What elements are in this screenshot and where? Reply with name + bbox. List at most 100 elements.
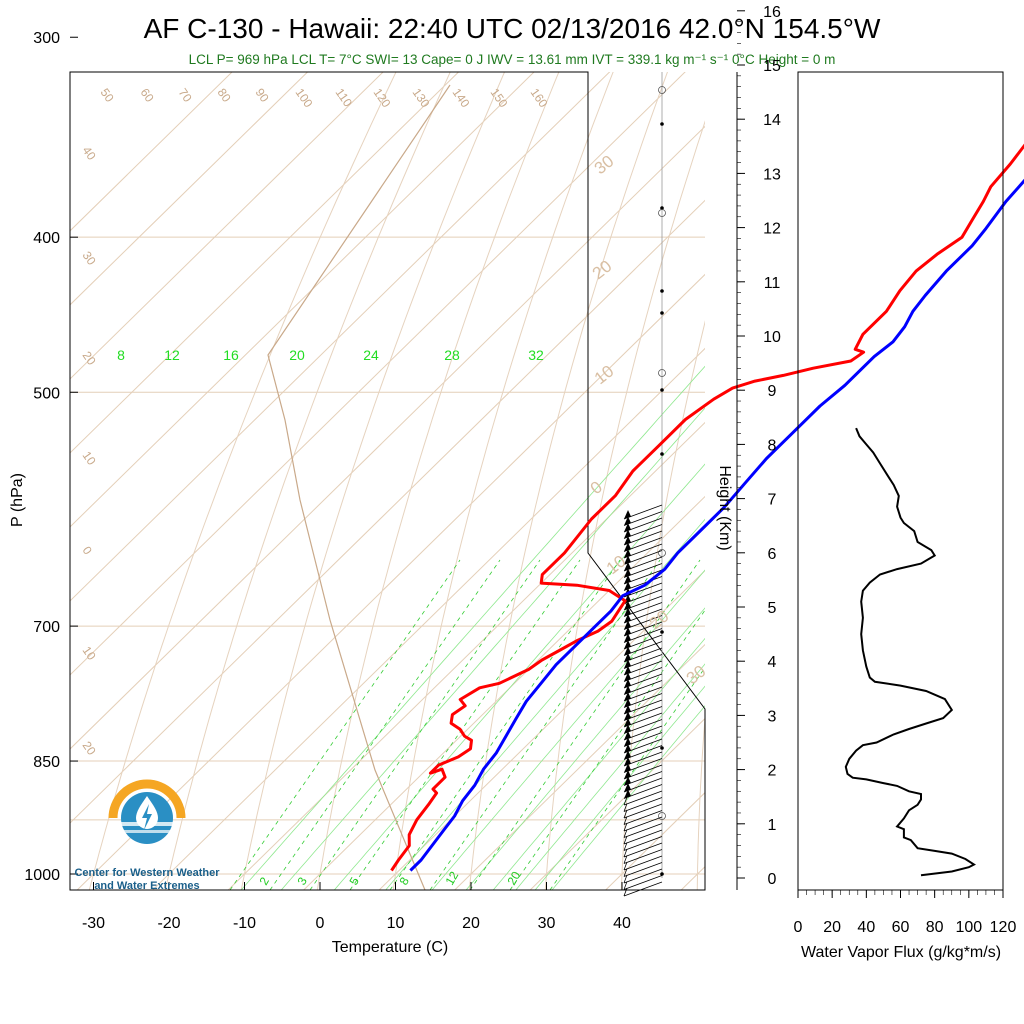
dry-adiabat-label: 120 bbox=[371, 86, 394, 111]
barb-feather bbox=[623, 796, 628, 806]
barb-pennant bbox=[624, 770, 631, 779]
barb-shaft bbox=[623, 881, 663, 897]
wind-barb bbox=[623, 784, 663, 799]
mixing-ratio-line bbox=[431, 569, 705, 890]
y-tick-label: 700 bbox=[33, 619, 60, 636]
mixing-ratio-label: 12 bbox=[442, 869, 461, 888]
barb-pennant bbox=[624, 529, 631, 539]
wind-barb bbox=[623, 550, 663, 565]
isotherm-line bbox=[378, 569, 705, 890]
barb-pennant bbox=[624, 523, 631, 532]
barb-pennant bbox=[624, 685, 631, 695]
barb-pennant bbox=[624, 614, 631, 623]
barb-pennant bbox=[624, 776, 631, 786]
mixing-ratio-line bbox=[240, 365, 705, 890]
height-tick-label: 1 bbox=[768, 817, 777, 834]
logo-sun-arc bbox=[108, 779, 186, 819]
calm-circle bbox=[658, 549, 666, 557]
dry-adiabat-line bbox=[392, 72, 614, 890]
barb-shaft bbox=[623, 810, 663, 825]
flux-x-tick-label: 120 bbox=[990, 919, 1017, 936]
y-tick-label: 300 bbox=[33, 30, 60, 47]
moist-adiabat-line bbox=[469, 559, 701, 890]
wind-barb bbox=[623, 654, 663, 669]
barb-pennant bbox=[624, 718, 631, 727]
dry-adiabat-line bbox=[696, 712, 705, 890]
skewt-xlabel: Temperature (C) bbox=[332, 939, 448, 956]
height-tick-label: 7 bbox=[768, 492, 777, 509]
flux-x-tick-label: 0 bbox=[794, 919, 803, 936]
barb-shaft bbox=[623, 842, 663, 858]
skewt-background-lines bbox=[70, 0, 1024, 908]
x-tick-label: 20 bbox=[462, 915, 480, 932]
profile-traces bbox=[390, 143, 1024, 872]
barb-pennant bbox=[624, 672, 631, 682]
barb-dot bbox=[660, 452, 664, 456]
parcel-line bbox=[267, 84, 451, 890]
temperature-trace bbox=[390, 143, 1024, 872]
barb-feather bbox=[623, 868, 628, 877]
isotherm-label: 20 bbox=[646, 607, 673, 634]
barb-pennant bbox=[624, 607, 631, 617]
flux-x-tick-label: 100 bbox=[955, 919, 982, 936]
background-line-labels: 50 60 70 80 90 100 110 120 130 140 150 160403020100… bbox=[80, 86, 710, 888]
wind-barbs bbox=[623, 72, 666, 897]
wind-barb bbox=[623, 868, 663, 884]
height-tick-label: 10 bbox=[763, 329, 781, 346]
wind-barb bbox=[623, 738, 663, 754]
moist-adiabat-line bbox=[309, 559, 541, 890]
height-tick-label: 15 bbox=[763, 58, 781, 75]
barb-pennant bbox=[624, 659, 631, 669]
y-tick-label: 1000 bbox=[24, 867, 60, 884]
height-tick-label: 3 bbox=[768, 708, 777, 725]
barb-pennant bbox=[624, 653, 631, 662]
isotherm-line bbox=[70, 72, 686, 676]
dry-adiabat-label: 40 bbox=[80, 144, 99, 163]
dry-adiabat-line bbox=[846, 0, 1024, 908]
mixing-ratio-line bbox=[280, 407, 705, 890]
calm-circle bbox=[658, 812, 666, 820]
mixing-ratio-label: 2 bbox=[256, 874, 272, 887]
dry-adiabat-line bbox=[316, 72, 560, 890]
flux-x-tick-label: 80 bbox=[926, 919, 944, 936]
isotherm-line bbox=[76, 273, 705, 890]
wind-barb bbox=[623, 517, 663, 533]
wind-barb bbox=[623, 563, 663, 578]
flux-line bbox=[844, 427, 976, 877]
wind-barb bbox=[623, 608, 663, 624]
barb-feather bbox=[623, 842, 628, 851]
wind-barb bbox=[623, 530, 663, 546]
wind-barb bbox=[623, 829, 663, 845]
dry-adiabat-line bbox=[544, 120, 705, 890]
wind-barb bbox=[623, 803, 663, 819]
barb-dot bbox=[660, 872, 664, 876]
x-tick-label: 30 bbox=[538, 915, 556, 932]
wind-barb bbox=[623, 615, 663, 630]
wind-barb bbox=[623, 836, 663, 851]
barb-pennant bbox=[624, 711, 631, 721]
height-tick-label: 11 bbox=[764, 275, 781, 292]
barb-pennant bbox=[624, 601, 631, 610]
wind-barb bbox=[623, 595, 663, 611]
barb-feather bbox=[623, 855, 628, 864]
height-tick-label: 12 bbox=[763, 221, 781, 238]
flux-xlabel: Water Vapor Flux (g/kg*m/s) bbox=[801, 944, 1001, 961]
dry-adiabat-label: 10 bbox=[80, 449, 99, 468]
mixing-ratio-label: 12 bbox=[164, 347, 180, 363]
y-tick-label: 500 bbox=[33, 385, 60, 402]
mixing-ratio-line bbox=[385, 518, 705, 890]
mixing-ratio-label: 20 bbox=[504, 869, 523, 888]
isotherm-line bbox=[453, 643, 705, 890]
wind-barb bbox=[623, 797, 663, 812]
barb-pennant bbox=[624, 731, 631, 740]
mixing-ratio-label: 20 bbox=[289, 347, 305, 363]
mixing-ratio-line bbox=[515, 663, 705, 890]
barb-pennant bbox=[624, 633, 631, 643]
barb-pennant bbox=[624, 581, 631, 591]
isotherm-line bbox=[70, 72, 460, 454]
barb-pennant bbox=[624, 744, 631, 753]
barb-feather bbox=[623, 848, 628, 858]
flux-ylabel: Height (Km) bbox=[716, 465, 733, 550]
dry-adiabat-line bbox=[620, 320, 705, 890]
